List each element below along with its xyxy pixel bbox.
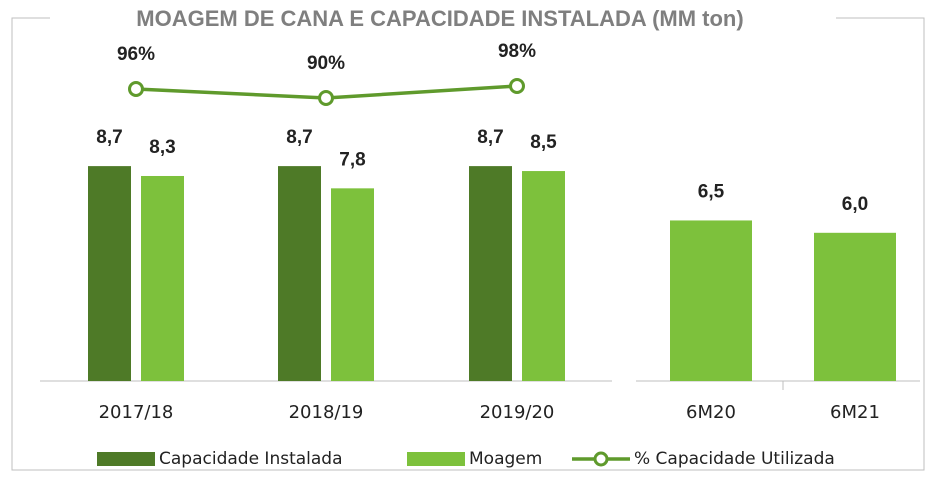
data-label: 90% bbox=[307, 53, 345, 74]
data-label: 98% bbox=[498, 41, 536, 62]
bar bbox=[141, 175, 184, 381]
data-label: 96% bbox=[117, 44, 155, 65]
line-marker bbox=[128, 81, 144, 97]
bar bbox=[522, 171, 565, 381]
x-tick-label: 2018/19 bbox=[289, 402, 364, 423]
data-label: 8,3 bbox=[149, 137, 175, 158]
data-label: 8,5 bbox=[530, 132, 557, 153]
data-label: 6,0 bbox=[842, 194, 868, 215]
bar bbox=[814, 232, 896, 381]
chart-title: MOAGEM DE CANA E CAPACIDADE INSTALADA (M… bbox=[136, 6, 743, 31]
title-backdrop bbox=[50, 4, 836, 34]
line-marker bbox=[509, 78, 525, 94]
x-tick-label: 6M20 bbox=[686, 402, 736, 423]
bar bbox=[88, 166, 131, 381]
data-label: 8,7 bbox=[286, 127, 312, 148]
x-tick-label: 6M21 bbox=[830, 402, 880, 423]
x-tick-label: 2019/20 bbox=[480, 402, 555, 423]
data-label: 7,8 bbox=[339, 149, 365, 170]
legend-label: Capacidade Instalada bbox=[159, 449, 343, 469]
data-label: 8,7 bbox=[477, 127, 503, 148]
bar bbox=[670, 220, 752, 381]
legend-label: Moagem bbox=[469, 449, 542, 469]
legend-label: % Capacidade Utilizada bbox=[634, 449, 835, 469]
bar bbox=[278, 166, 321, 381]
data-label: 6,5 bbox=[698, 181, 725, 202]
legend-swatch bbox=[97, 452, 155, 466]
line-marker bbox=[318, 90, 334, 106]
legend-swatch bbox=[593, 451, 609, 467]
legend-swatch bbox=[407, 452, 465, 466]
bar bbox=[331, 188, 374, 381]
x-tick-label: 2017/18 bbox=[99, 402, 174, 423]
data-label: 8,7 bbox=[96, 127, 122, 148]
bar bbox=[469, 166, 512, 381]
